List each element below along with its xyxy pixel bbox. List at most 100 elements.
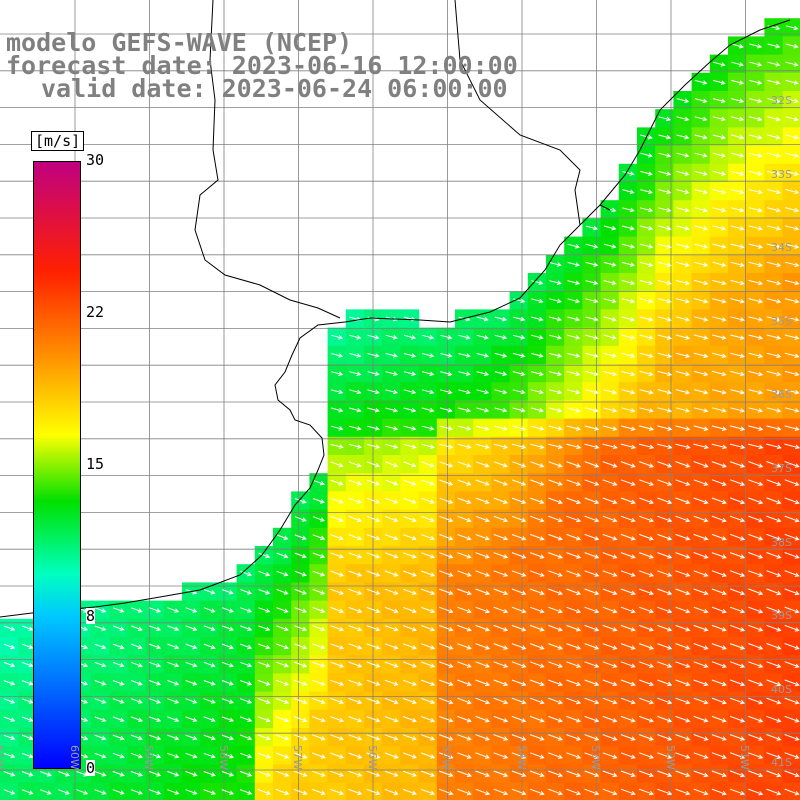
wind-arrow: [622, 171, 635, 176]
wind-arrow: [711, 624, 727, 632]
wind-arrow: [276, 661, 289, 668]
wind-arrow: [312, 498, 325, 504]
wind-arrow: [239, 716, 253, 722]
wind-arrow: [729, 715, 746, 723]
wind-arrow: [385, 353, 398, 358]
wind-arrow: [367, 425, 380, 431]
wind-arrow: [348, 734, 363, 741]
wind-arrow: [221, 607, 234, 613]
wind-arrow: [766, 515, 782, 523]
wind-arrow: [457, 606, 472, 614]
wind-arrow: [620, 788, 636, 796]
wind-arrow: [711, 552, 727, 559]
wind-arrow: [585, 225, 599, 231]
wind-arrow: [766, 461, 782, 468]
wind-arrow: [511, 734, 527, 741]
wind-arrow: [257, 698, 271, 704]
wind-arrow: [475, 479, 490, 486]
wind-arrow: [476, 353, 490, 358]
wind-arrow: [639, 515, 654, 523]
wind-arrow: [657, 515, 673, 523]
wind-arrow: [729, 425, 746, 431]
wind-arrow: [729, 752, 746, 759]
wind-arrow: [330, 516, 344, 522]
wind-arrow: [567, 298, 581, 304]
wind-arrow: [293, 770, 308, 777]
wind-arrow: [384, 661, 399, 668]
wind-arrow: [403, 443, 417, 449]
wind-arrow: [749, 79, 763, 85]
wind-arrow: [493, 643, 509, 650]
wind-arrow: [639, 370, 654, 377]
wind-arrow: [566, 770, 582, 778]
wind-arrow: [439, 479, 454, 486]
wind-arrow: [675, 515, 691, 523]
wind-arrow: [349, 371, 362, 376]
wind-arrow: [94, 716, 107, 722]
wind-arrow: [711, 697, 727, 705]
wind-arrow: [748, 752, 764, 759]
wind-arrow: [439, 606, 454, 614]
wind-arrow: [529, 552, 545, 559]
wind-arrow: [767, 43, 781, 49]
wind-arrow: [639, 697, 654, 705]
wind-arrow: [566, 715, 582, 723]
wind-arrow: [693, 588, 709, 596]
wind-arrow: [294, 552, 307, 559]
wind-arrow: [203, 680, 216, 686]
wind-arrow: [602, 643, 618, 650]
wind-arrow: [694, 152, 708, 158]
wind-arrow: [384, 716, 399, 723]
model-title: modelo GEFS-WAVE (NCEP): [6, 28, 353, 57]
wind-arrow: [130, 625, 143, 631]
wind-arrow: [367, 353, 380, 358]
wind-arrow: [711, 389, 727, 395]
wind-arrow: [458, 353, 471, 358]
wind-arrow: [366, 588, 381, 595]
wind-arrow: [203, 661, 216, 668]
wind-arrow: [185, 752, 198, 759]
wind-arrow: [602, 679, 618, 687]
wind-arrow: [422, 334, 435, 340]
wind-arrow: [475, 497, 490, 504]
wind-arrow: [566, 371, 581, 377]
wind-arrow: [620, 515, 636, 523]
wind-arrow: [766, 407, 782, 413]
wind-arrow: [149, 752, 162, 759]
wind-arrow: [712, 225, 727, 231]
wind-arrow: [493, 734, 509, 741]
wind-arrow: [494, 371, 508, 377]
wind-arrow: [675, 770, 691, 778]
wind-arrow: [531, 298, 544, 304]
wind-arrow: [766, 443, 782, 450]
wind-arrow: [693, 461, 709, 468]
wind-arrow: [529, 734, 545, 741]
wind-arrow: [748, 279, 764, 286]
wind-arrow: [657, 407, 673, 413]
wind-arrow: [675, 679, 691, 687]
wind-arrow: [294, 625, 308, 632]
wind-arrow: [712, 370, 727, 377]
wind-arrow: [185, 789, 198, 795]
wind-arrow: [785, 116, 799, 122]
wind-arrow: [657, 334, 672, 340]
wind-arrow: [475, 770, 491, 778]
wind-arrow: [3, 734, 16, 741]
wind-arrow: [511, 788, 527, 796]
wind-arrow: [348, 606, 363, 614]
wind-arrow: [548, 425, 563, 431]
wind-arrow: [566, 643, 582, 650]
wind-arrow: [384, 570, 399, 577]
wind-arrow: [330, 788, 344, 796]
wind-arrow: [130, 734, 143, 741]
wind-arrow: [457, 534, 472, 541]
wind-arrow: [784, 679, 800, 687]
wind-arrow: [240, 643, 253, 650]
wind-arrow: [511, 661, 527, 668]
wind-arrow: [748, 298, 764, 304]
wind-arrow: [402, 643, 417, 650]
wind-arrow: [730, 370, 745, 377]
wind-arrow: [402, 752, 417, 759]
wind-arrow: [730, 98, 745, 104]
